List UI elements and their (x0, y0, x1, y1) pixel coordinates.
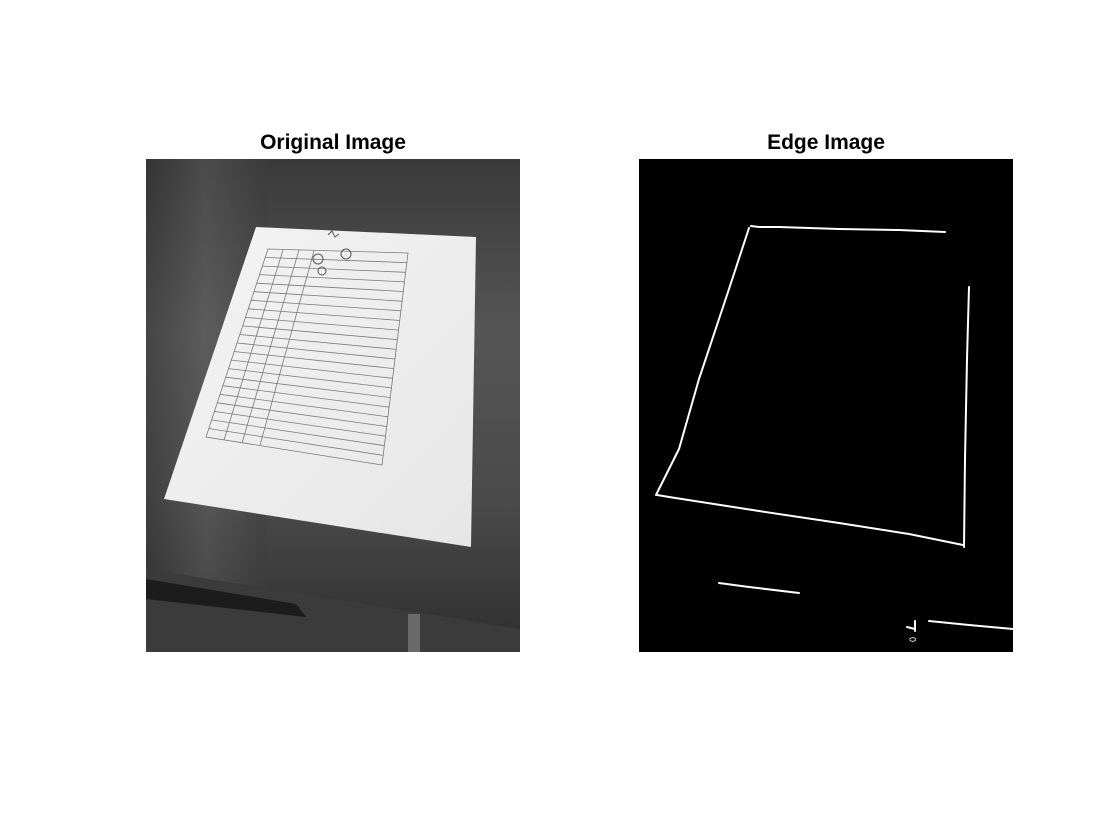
original-image-title: Original Image (260, 131, 406, 154)
original-image (146, 159, 520, 652)
edge-image-panel: 0 (639, 159, 1013, 652)
paper-top-edge (750, 225, 946, 233)
paper-table-row-line (265, 257, 407, 263)
original-image-panel (146, 159, 520, 652)
paper-table-row-line (231, 359, 393, 379)
edge-noise: 0 (908, 637, 918, 642)
desk-corner-fragment (928, 620, 1013, 630)
edge-image-title: Edge Image (767, 131, 885, 154)
paper-table-row-line (211, 419, 385, 447)
paper-table-row-line (208, 428, 384, 456)
paper-table-row-line (259, 274, 405, 283)
paper-table-row-line (222, 385, 390, 408)
paper-table-row-line (234, 351, 394, 369)
paper-table-row-line (262, 265, 406, 273)
paper-table (205, 248, 409, 466)
paper-sheet (164, 227, 476, 547)
paper-table-row-line (217, 402, 387, 427)
desk-edge-fragment (718, 582, 800, 594)
edge-background (639, 159, 1013, 652)
paper-table-row-line (251, 299, 401, 312)
paper-table-row-line (236, 342, 396, 360)
paper-table-row-line (248, 308, 400, 321)
paper-left-edge (655, 227, 750, 496)
desk-edge (146, 569, 520, 652)
paper-marks (312, 230, 352, 276)
paper-table-row-line (220, 393, 388, 418)
edge-lines (655, 225, 1013, 632)
paper-table-row-line (245, 317, 399, 331)
paper-table-row-line (228, 368, 392, 389)
paper-bottom-edge (656, 494, 964, 546)
paper-table-row-line (253, 291, 403, 302)
paper-table-row-line (214, 411, 386, 437)
paper-table-row-line (225, 376, 391, 398)
paper-table-row-line (242, 325, 398, 341)
paper-table-row-line (239, 334, 397, 350)
edge-image: 0 (639, 159, 1013, 652)
paper-table-row-line (256, 282, 404, 292)
paper-right-edge (963, 286, 970, 548)
